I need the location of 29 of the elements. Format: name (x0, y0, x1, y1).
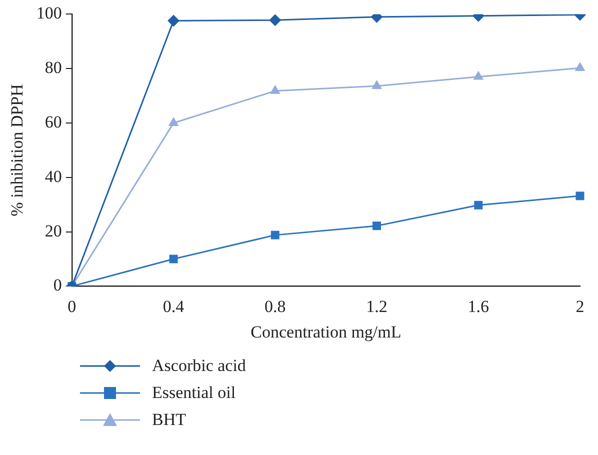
x-tick-label: 1.6 (468, 296, 490, 316)
point (269, 14, 282, 26)
x-tick-label: 2 (576, 296, 584, 316)
x-tick-label: 0 (68, 296, 76, 316)
point (474, 200, 483, 210)
point (168, 14, 180, 27)
x-tick-label: 1.2 (366, 296, 388, 316)
point (270, 230, 280, 240)
point (574, 62, 586, 72)
y-tick-label: 80 (44, 58, 62, 78)
y-tick-label: 100 (36, 4, 62, 23)
y-tick-label: 60 (44, 112, 62, 132)
y-axis-title: % inhibition DPPH (8, 84, 27, 216)
point (168, 117, 179, 126)
point (576, 192, 584, 200)
point (473, 70, 484, 80)
point (169, 254, 178, 264)
x-tick-label: 0.8 (264, 296, 286, 316)
point (270, 84, 280, 94)
x-tick-label: 0.4 (162, 296, 185, 316)
x-axis-title: Concentration mg/mL (250, 322, 402, 342)
point (372, 80, 382, 90)
y-tick-label: 0 (53, 276, 62, 295)
legend-label: Ascorbic acid (152, 356, 246, 376)
y-tick-label: 20 (44, 221, 62, 240)
y-tick-label: 40 (44, 166, 62, 186)
legend-label: BHT (152, 410, 186, 430)
legend-label: Essential oil (152, 382, 236, 402)
point (372, 222, 382, 230)
